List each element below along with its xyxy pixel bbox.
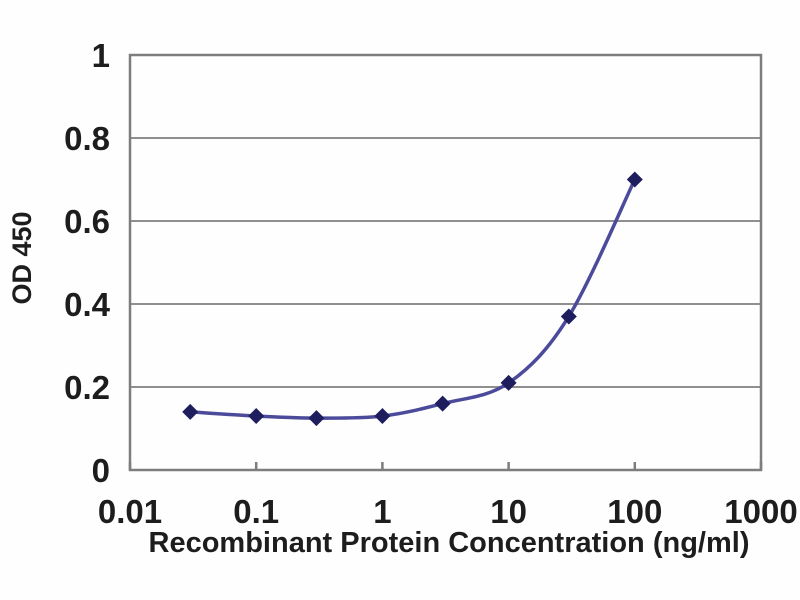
plot-border bbox=[128, 53, 763, 472]
y-tick-label: 0.2 bbox=[64, 369, 110, 406]
y-tick-label: 0 bbox=[92, 452, 110, 489]
data-point-marker bbox=[500, 374, 517, 391]
x-tick-label: 10 bbox=[490, 493, 527, 530]
data-point-marker bbox=[560, 308, 577, 325]
x-tick-label: 100 bbox=[607, 493, 662, 530]
x-tick-labels: 0.01 0.1 1 10 100 1000 bbox=[98, 493, 798, 530]
y-tick-label: 1 bbox=[92, 37, 110, 74]
y-axis-title: OD 450 bbox=[7, 211, 37, 304]
y-tick-label: 0.6 bbox=[64, 203, 110, 240]
data-point-marker bbox=[308, 410, 325, 427]
data-point-marker bbox=[374, 408, 391, 425]
data-point-marker bbox=[626, 171, 643, 188]
y-tick-label: 0.4 bbox=[64, 286, 111, 323]
x-tick-label: 1000 bbox=[724, 493, 797, 530]
gridlines bbox=[130, 137, 761, 388]
data-point-marker bbox=[434, 395, 451, 412]
y-tick-label: 0.8 bbox=[64, 120, 110, 157]
data-point-marker bbox=[182, 403, 199, 420]
x-axis-title: Recombinant Protein Concentration (ng/ml… bbox=[149, 527, 750, 559]
x-tick-label: 0.1 bbox=[233, 493, 279, 530]
x-tick-label: 0.01 bbox=[98, 493, 162, 530]
x-tick-label: 1 bbox=[373, 493, 391, 530]
y-tick-labels: 0 0.2 0.4 0.6 0.8 1 bbox=[64, 37, 111, 489]
data-series bbox=[182, 171, 643, 427]
data-point-marker bbox=[248, 408, 265, 425]
series-line bbox=[190, 178, 637, 420]
